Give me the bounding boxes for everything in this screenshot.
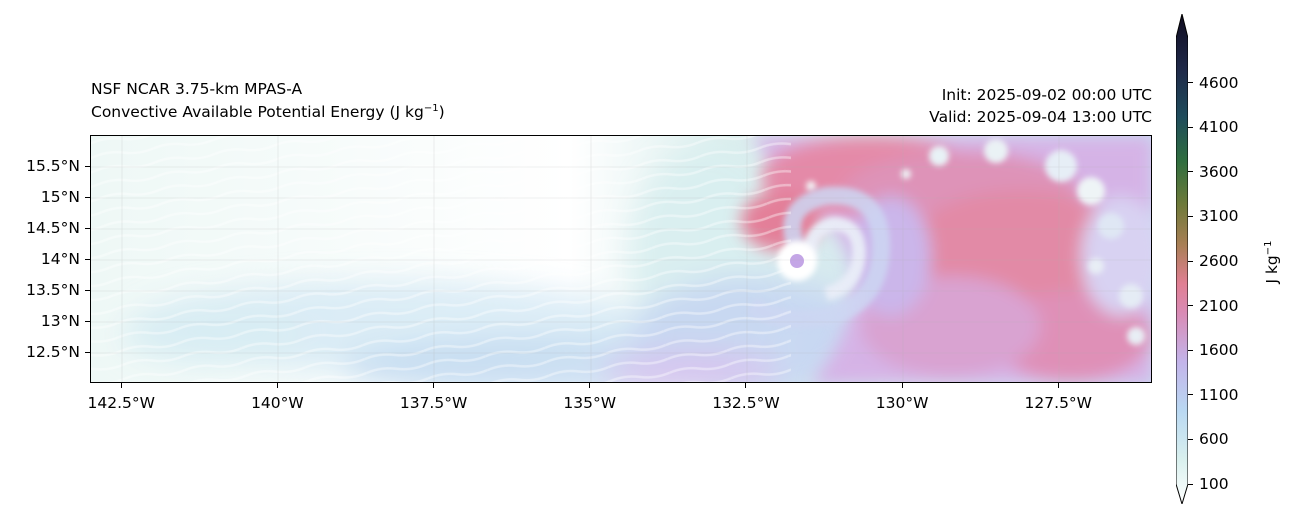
plot-title-left: NSF NCAR 3.75-km MPAS-A Convective Avail… — [91, 78, 445, 124]
field-name-exponent: −1 — [423, 103, 439, 114]
lat-tick-mark — [85, 196, 90, 198]
colorbar-tick-mark — [1188, 126, 1193, 128]
model-name: NSF NCAR 3.75-km MPAS-A — [91, 80, 303, 98]
colorbar-tick-label: 1600 — [1199, 341, 1239, 360]
colorbar-tick-mark — [1188, 305, 1193, 307]
lat-tick-mark — [85, 289, 90, 291]
lat-tick-mark — [85, 351, 90, 353]
colorbar-tick-label: 3100 — [1199, 207, 1239, 226]
init-time: Init: 2025-09-02 00:00 UTC — [941, 86, 1152, 104]
field-name: Convective Available Potential Energy (J… — [91, 101, 445, 124]
colorbar-tick-mark — [1188, 349, 1193, 351]
map-panel[interactable] — [90, 135, 1152, 383]
colorbar-tick-mark — [1188, 171, 1193, 173]
colorbar-tick-label: 100 — [1199, 475, 1229, 493]
lon-tick-mark — [589, 383, 591, 388]
lat-tick-mark — [85, 165, 90, 167]
colorbar-tick-label: 4600 — [1199, 73, 1239, 92]
lat-tick-mark — [85, 258, 90, 260]
lon-tick-label: 142.5°W — [87, 394, 155, 412]
plot-title-right: Init: 2025-09-02 00:00 UTC Valid: 2025-0… — [929, 84, 1152, 128]
lon-tick-label: 135°W — [563, 394, 617, 412]
colorbar-tick-label: 1100 — [1199, 385, 1239, 404]
colorbar-tick-label: 600 — [1199, 430, 1229, 449]
lon-tick-label: 130°W — [875, 394, 929, 412]
lon-tick-mark — [433, 383, 435, 388]
lat-tick-label: 15°N — [40, 188, 80, 206]
colorbar-tick-mark — [1188, 260, 1193, 262]
colorbar-tick-label: 4100 — [1199, 118, 1239, 137]
cape-field — [91, 136, 1151, 382]
lat-tick-mark — [85, 227, 90, 229]
valid-time: Valid: 2025-09-04 13:00 UTC — [929, 108, 1152, 126]
lat-tick-label: 13.5°N — [26, 281, 80, 299]
field-name-text: Convective Available Potential Energy (J… — [91, 103, 424, 121]
colorbar-tick-mark — [1188, 438, 1193, 440]
lon-tick-mark — [276, 383, 278, 388]
lon-tick-mark — [120, 383, 122, 388]
colorbar-unit-text: J kg — [1263, 255, 1281, 284]
lat-tick-label: 15.5°N — [26, 157, 80, 175]
colorbar-tick-label: 3600 — [1199, 162, 1239, 181]
colorbar-tick-mark — [1188, 483, 1193, 485]
colorbar — [1176, 14, 1188, 504]
colorbar-tick-label: 2600 — [1199, 252, 1239, 270]
lat-tick-mark — [85, 320, 90, 322]
lon-tick-label: 132.5°W — [712, 394, 780, 412]
colorbar-tick-label: 2100 — [1199, 296, 1239, 315]
lat-tick-label: 14°N — [40, 250, 80, 268]
colorbar-tick-mark — [1188, 82, 1193, 84]
lon-tick-label: 140°W — [251, 394, 304, 412]
field-name-suffix: ) — [438, 103, 445, 121]
lon-tick-mark — [745, 383, 747, 388]
convective-cells — [806, 139, 1145, 345]
lon-tick-mark — [1057, 383, 1059, 388]
lat-tick-label: 14.5°N — [26, 219, 80, 237]
lon-tick-label: 137.5°W — [399, 394, 468, 412]
cyclone-eye — [790, 254, 804, 268]
lat-tick-label: 13°N — [40, 312, 80, 330]
colorbar-unit-exponent: −1 — [1263, 240, 1274, 256]
colorbar-tick-mark — [1188, 394, 1193, 396]
colorbar-tick-mark — [1188, 215, 1193, 217]
lon-tick-label: 127.5°W — [1024, 394, 1093, 412]
colorbar-unit-label: J kg−1 — [1263, 240, 1281, 283]
lat-tick-label: 12.5°N — [26, 343, 80, 361]
gridlines — [91, 136, 1151, 382]
lon-tick-mark — [901, 383, 903, 388]
